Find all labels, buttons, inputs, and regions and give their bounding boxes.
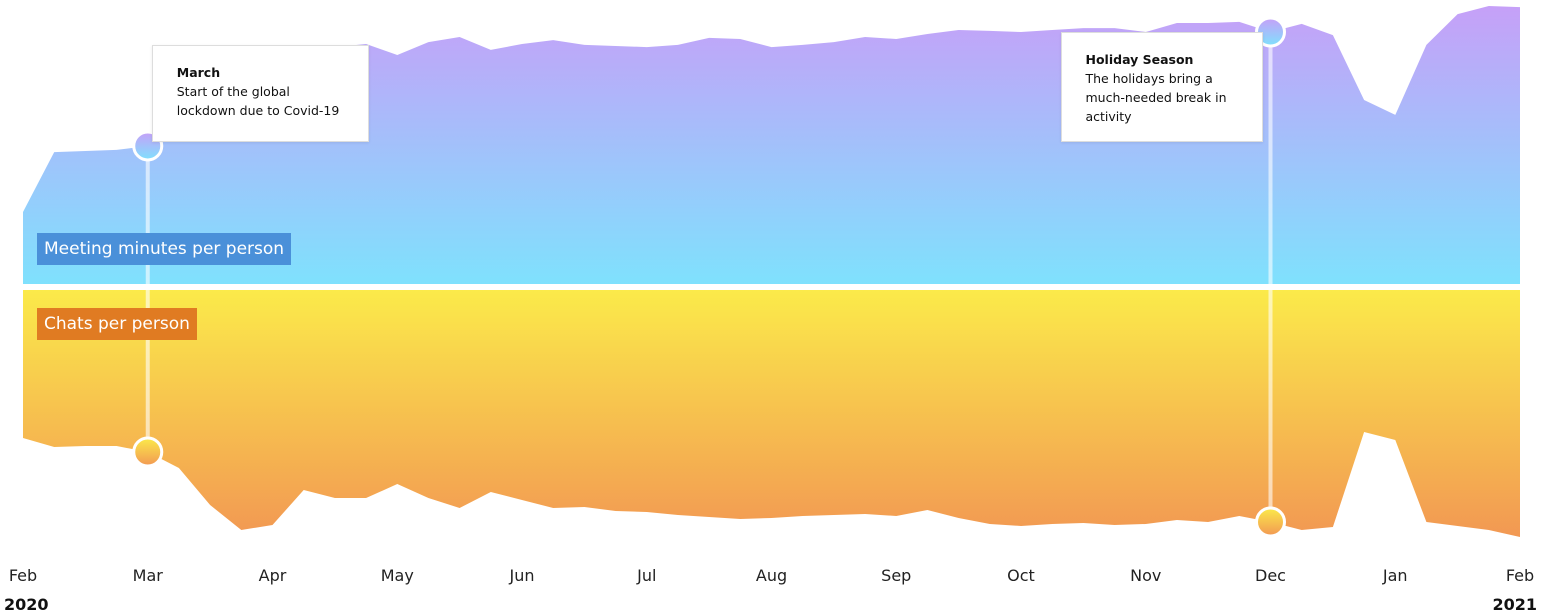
annotation-text: The holidays bring a much-needed break i… xyxy=(1085,71,1227,124)
annotation-text: Start of the global lockdown due to Covi… xyxy=(176,84,340,118)
annotation-title: March xyxy=(176,65,221,80)
series-label: Chats per person xyxy=(37,308,197,340)
annotation-marker xyxy=(132,436,164,468)
year-label: 2020 xyxy=(4,595,49,614)
annotation: Holiday Season The holidays bring a much-… xyxy=(1060,32,1263,142)
x-tick-label: May xyxy=(381,566,414,585)
annotation-title: Holiday Season xyxy=(1085,52,1194,67)
x-tick-label: Mar xyxy=(133,566,164,585)
x-tick-label: Oct xyxy=(1007,566,1035,585)
x-tick-label: Jun xyxy=(509,566,535,585)
x-tick-label: Sep xyxy=(881,566,911,585)
x-tick-label: Feb xyxy=(9,566,37,585)
x-tick-label: Dec xyxy=(1255,566,1286,585)
x-tick-label: Apr xyxy=(259,566,287,585)
x-tick-label: Nov xyxy=(1130,566,1161,585)
x-tick-label: Aug xyxy=(756,566,787,585)
x-tick-label: Feb xyxy=(1506,566,1534,585)
annotation: March Start of the global lockdown due to… xyxy=(151,45,369,142)
x-tick-label: Jan xyxy=(1382,566,1408,585)
series-label: Meeting minutes per person xyxy=(37,233,292,265)
annotation-marker xyxy=(1255,506,1286,538)
year-label: 2021 xyxy=(1492,595,1537,614)
area xyxy=(23,290,1520,537)
x-tick-label: Jul xyxy=(636,566,656,585)
